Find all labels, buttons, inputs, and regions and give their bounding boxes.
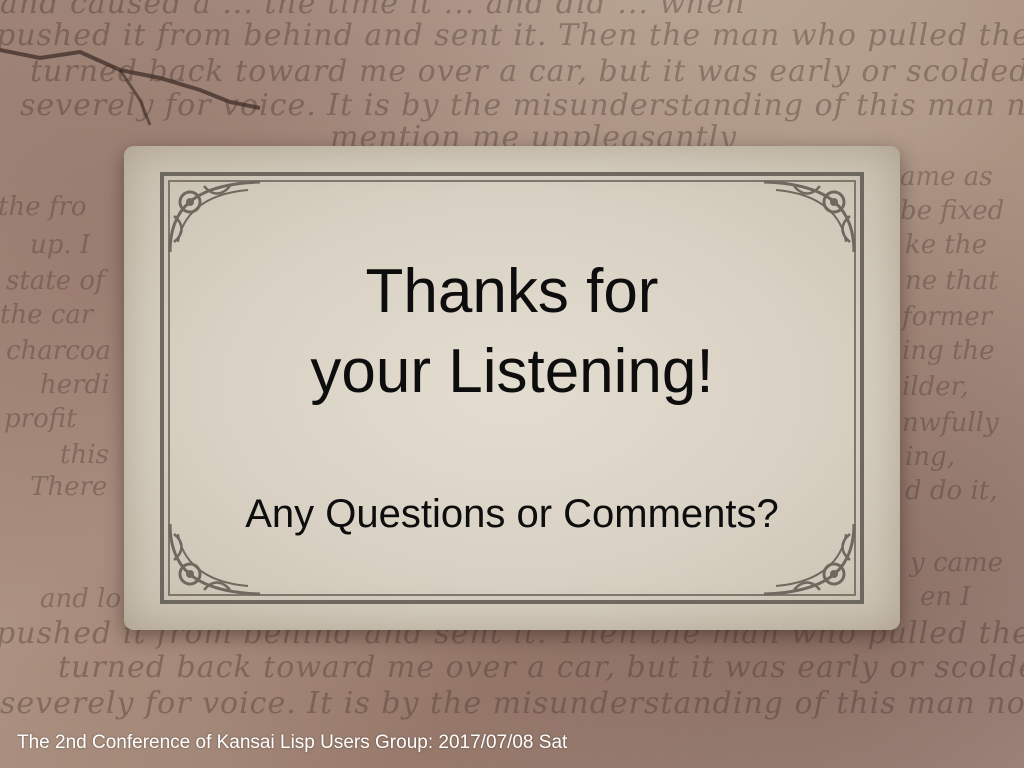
background-side-word: d do it, <box>905 476 998 506</box>
background-side-word: nwfully <box>902 408 999 438</box>
background-side-word: this <box>60 440 109 470</box>
background-script-line: turned back toward me over a car, but it… <box>58 650 1024 685</box>
background-side-word: ilder, <box>902 372 969 402</box>
background-side-word: profit <box>4 404 77 434</box>
background-side-word: the car <box>0 300 94 330</box>
background-script-line: severely for voice. It is by the misunde… <box>20 88 1024 123</box>
background-side-word: herdi <box>40 370 110 400</box>
background-script-line: and caused a ... the time it ... and did… <box>0 0 746 21</box>
background-side-word: former <box>902 302 993 332</box>
slide-footer: The 2nd Conference of Kansai Lisp Users … <box>17 732 568 753</box>
background-side-word: ne that <box>905 266 999 296</box>
background-side-word: be fixed <box>900 196 1005 226</box>
background-side-word: charcoa <box>6 336 111 366</box>
background-script-line: pushed it from behind and sent it. Then … <box>0 18 1024 53</box>
background-script-line: turned back toward me over a car, but it… <box>30 54 1024 89</box>
background-side-word: y came <box>910 548 1004 578</box>
background-side-word: ing, <box>905 442 955 472</box>
background-side-word: en I <box>920 582 971 612</box>
background-side-word: ing the <box>902 336 995 366</box>
background-side-word: the fro <box>0 192 87 222</box>
slide-title: Thanks for your Listening! <box>0 252 1024 412</box>
slide-title-line-1: Thanks for <box>365 257 659 326</box>
slide-subtitle: Any Questions or Comments? <box>245 492 779 536</box>
ornament-corner-icon <box>756 516 864 604</box>
background-side-word: state of <box>6 266 105 296</box>
background-side-word: ame as <box>900 162 993 192</box>
card-frame-outer <box>160 172 864 604</box>
background-side-word: ke the <box>905 230 987 260</box>
ornament-corner-icon <box>160 516 268 604</box>
paper-crack-decoration <box>0 48 261 126</box>
ornament-corner-icon <box>756 172 864 260</box>
background-side-word: up. I <box>30 230 91 260</box>
card-frame-inner <box>168 180 856 596</box>
ornament-corner-icon <box>160 172 268 260</box>
background-side-word: There <box>30 472 108 502</box>
title-card <box>124 146 900 630</box>
background-side-word: and lo <box>40 584 122 614</box>
background-script-line: severely for voice. It is by the misunde… <box>0 686 1024 721</box>
slide-title-line-2: your Listening! <box>310 337 714 406</box>
